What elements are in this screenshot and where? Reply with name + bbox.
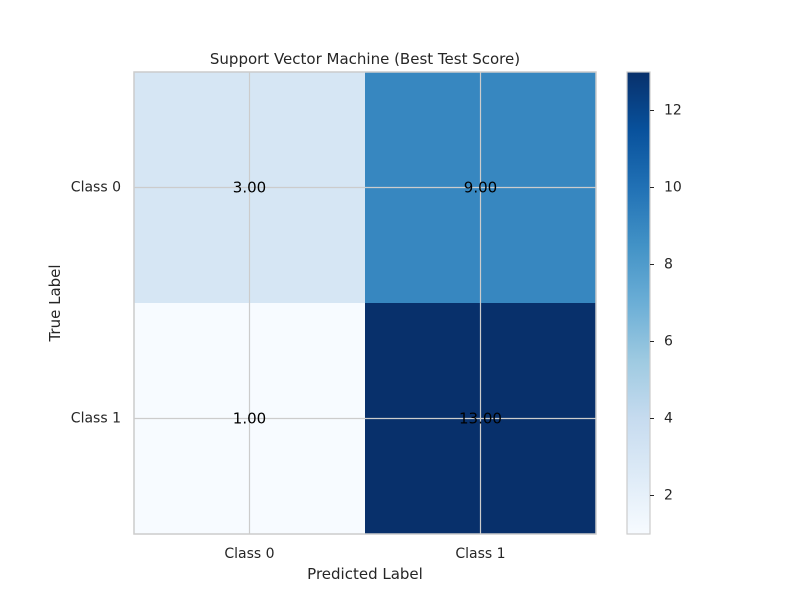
heatmap-grid	[134, 72, 596, 534]
plot-frame	[133, 71, 597, 535]
chart-title: Support Vector Machine (Best Test Score)	[210, 50, 520, 68]
x-tick-label: Class 0	[224, 546, 274, 562]
colorbar-ticks: 2 4 6 8 10 12	[650, 103, 682, 504]
cell-value-label: 9.00	[464, 179, 497, 197]
y-axis-ticks: Class 0 Class 1	[71, 180, 121, 427]
cell-value-label: 13.00	[459, 410, 502, 428]
y-tick-label: Class 1	[71, 411, 121, 427]
colorbar-tick-label: 6	[664, 334, 673, 350]
cell-value-label: 3.00	[233, 179, 266, 197]
y-axis-label: True Label	[46, 264, 64, 342]
cell-value-labels: 3.00 9.00 1.00 13.00	[233, 179, 502, 428]
x-axis-label: Predicted Label	[307, 565, 423, 583]
colorbar-tick-label: 8	[664, 257, 673, 273]
colorbar-tick-label: 10	[664, 180, 682, 196]
y-tick-label: Class 0	[71, 180, 121, 196]
colorbar-tick-label: 4	[664, 411, 673, 427]
colorbar	[626, 71, 651, 535]
heatmap-cells	[134, 72, 596, 534]
colorbar-tick-label: 2	[664, 488, 673, 504]
colorbar-tick-label: 12	[664, 103, 682, 119]
cell-value-label: 1.00	[233, 410, 266, 428]
x-tick-label: Class 1	[455, 546, 505, 562]
x-axis-ticks: Class 0 Class 1	[224, 546, 505, 562]
